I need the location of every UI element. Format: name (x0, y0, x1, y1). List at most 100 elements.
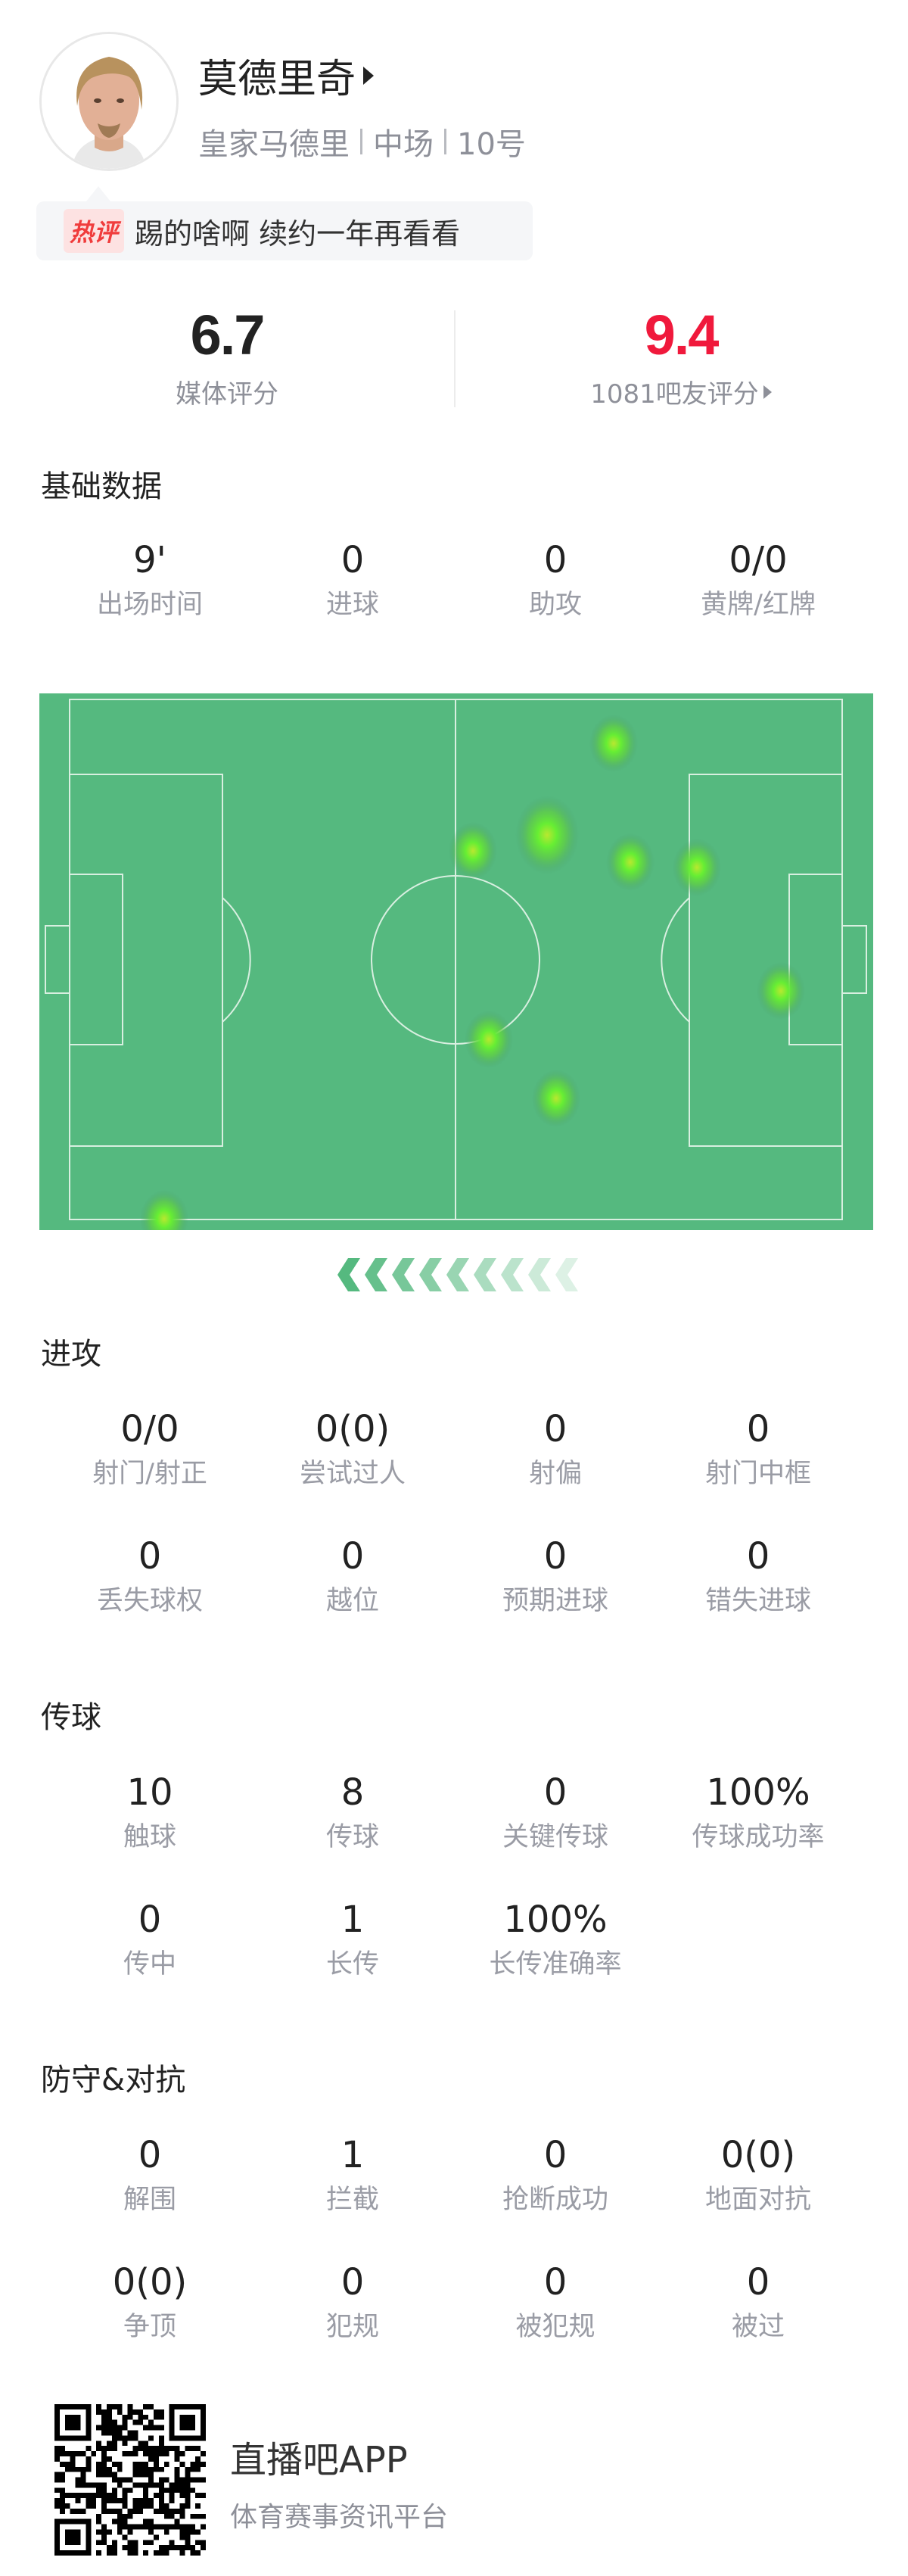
avatar[interactable] (39, 32, 179, 171)
stat-label: 尝试过人 (299, 1459, 406, 1489)
fan-rating-label: 1081吧友评分 (590, 379, 759, 410)
stat-attack-7: 0 错失进球 (657, 1535, 860, 1618)
stat-label: 拦截 (325, 2185, 379, 2215)
stat-attack-0: 0/0 射门/射正 (48, 1408, 251, 1491)
stat-value: 8 (340, 1771, 365, 1814)
chevron-left-icon (365, 1258, 387, 1291)
stat-label: 错失进球 (704, 1586, 811, 1616)
stat-attack-3: 0 射门中框 (657, 1408, 860, 1491)
media-rating: 6.7 媒体评分 (0, 303, 454, 410)
hot-comment-text: 踢的啥啊 续约一年再看看 (135, 216, 461, 251)
heatmap (39, 693, 873, 1230)
heat-spot (515, 796, 579, 874)
stat-value: 0 (543, 2261, 568, 2303)
attack-stats: 0/0 射门/射正 0(0) 尝试过人 0 射偏 0 射门中框 0 丢失球权 0 越位 0 预期进球 0 错失… (48, 1408, 860, 1618)
stat-defense-4: 0(0) 争顶 (48, 2261, 251, 2344)
stat-label: 被犯规 (515, 2312, 595, 2342)
section-title-attack: 进攻 (41, 1337, 101, 1372)
stat-value: 0(0) (720, 2134, 796, 2176)
stat-value: 0/0 (729, 539, 788, 581)
stat-value: 0 (340, 2261, 365, 2303)
stat-label: 进球 (325, 590, 379, 620)
stat-value: 0 (340, 1535, 365, 1578)
stat-basic-3: 0/0 黄牌/红牌 (657, 539, 860, 622)
chevron-left-icon (474, 1258, 496, 1291)
stat-defense-0: 0 解围 (48, 2134, 251, 2217)
stat-value: 0/0 (120, 1408, 179, 1450)
stat-label: 射偏 (528, 1459, 582, 1489)
stat-label: 黄牌/红牌 (701, 590, 816, 620)
chevron-left-icon (392, 1258, 415, 1291)
stat-label: 出场时间 (96, 590, 203, 620)
attack-direction (334, 1257, 584, 1293)
chevron-left-icon (337, 1258, 360, 1291)
section-title-basic: 基础数据 (41, 469, 162, 504)
hot-comment-tag: 热评 (64, 209, 125, 253)
media-rating-value: 6.7 (190, 304, 266, 366)
section-title-passing: 传球 (41, 1700, 101, 1735)
fan-rating[interactable]: 9.4 1081吧友评分 (454, 303, 908, 410)
media-rating-label: 媒体评分 (176, 379, 278, 410)
heat-spot (673, 839, 721, 896)
defense-stats: 0 解围 1 拦截 0 抢断成功 0(0) 地面对抗 0(0) 争顶 0 犯规 0 被犯规 0 被过 (48, 2134, 860, 2344)
stat-label: 触球 (123, 1822, 176, 1852)
stat-value: 0 (746, 2261, 770, 2303)
heat-spot (465, 1011, 513, 1068)
stat-value: 9' (133, 539, 166, 581)
pitch-lines (45, 699, 867, 1220)
stat-label: 预期进球 (502, 1586, 608, 1616)
stat-value: 0 (543, 1535, 568, 1578)
player-name-link[interactable]: 莫德里奇 (198, 47, 375, 104)
stat-passing-3: 100% 传球成功率 (657, 1771, 860, 1855)
stat-attack-1: 0(0) 尝试过人 (251, 1408, 454, 1491)
chevron-left-icon (528, 1258, 551, 1291)
stat-label: 抢断成功 (502, 2185, 608, 2215)
stat-label: 被过 (731, 2312, 785, 2342)
app-tagline: 体育赛事资讯平台 (230, 2502, 449, 2533)
stat-label: 地面对抗 (704, 2185, 811, 2215)
stat-passing-6: 100% 长传准确率 (454, 1899, 657, 1982)
stat-label: 射门/射正 (92, 1459, 207, 1489)
qr-code-image (54, 2404, 206, 2556)
heat-spot (140, 1190, 188, 1230)
stat-label: 长传 (325, 1949, 379, 1980)
chevron-left-icon (419, 1258, 442, 1291)
section-title-defense: 防守&对抗 (41, 2063, 186, 2098)
stat-passing-0: 10 触球 (48, 1771, 251, 1855)
player-photo (42, 34, 176, 169)
stat-label: 射门中框 (704, 1459, 811, 1489)
bubble-tip (86, 186, 110, 201)
qr-code (54, 2404, 206, 2556)
stat-value: 100% (706, 1771, 810, 1814)
hot-comment[interactable]: 热评 踢的啥啊 续约一年再看看 (36, 201, 533, 260)
heat-spot (532, 1070, 580, 1127)
player-meta: 皇家马德里 中场 10号 (198, 120, 526, 164)
heat-spot (757, 962, 805, 1020)
divider (444, 129, 446, 154)
stat-label: 关键传球 (502, 1822, 608, 1852)
stat-defense-1: 1 拦截 (251, 2134, 454, 2217)
stat-value: 0 (138, 1535, 162, 1578)
caret-right-icon (363, 66, 375, 85)
stat-defense-6: 0 被犯规 (454, 2261, 657, 2344)
divider (360, 129, 362, 154)
stat-value: 0 (746, 1408, 770, 1450)
stat-label: 助攻 (528, 590, 582, 620)
stat-value: 1 (340, 2134, 365, 2176)
stat-value: 0 (543, 539, 568, 581)
stat-attack-5: 0 越位 (251, 1535, 454, 1618)
stat-value: 0(0) (112, 2261, 188, 2303)
stat-label: 越位 (325, 1586, 379, 1616)
stat-defense-7: 0 被过 (657, 2261, 860, 2344)
stat-basic-0: 9' 出场时间 (48, 539, 251, 622)
stat-passing-1: 8 传球 (251, 1771, 454, 1855)
stat-defense-3: 0(0) 地面对抗 (657, 2134, 860, 2217)
stat-attack-2: 0 射偏 (454, 1408, 657, 1491)
heat-spot (449, 822, 497, 880)
stat-label: 传中 (123, 1949, 176, 1980)
passing-stats: 10 触球 8 传球 0 关键传球 100% 传球成功率 0 传中 1 长传 100% 长传准确率 (48, 1771, 860, 1982)
player-name: 莫德里奇 (198, 57, 356, 102)
attack-direction-chevrons (337, 1258, 578, 1291)
stat-label: 争顶 (123, 2312, 176, 2342)
stat-passing-5: 1 长传 (251, 1899, 454, 1982)
